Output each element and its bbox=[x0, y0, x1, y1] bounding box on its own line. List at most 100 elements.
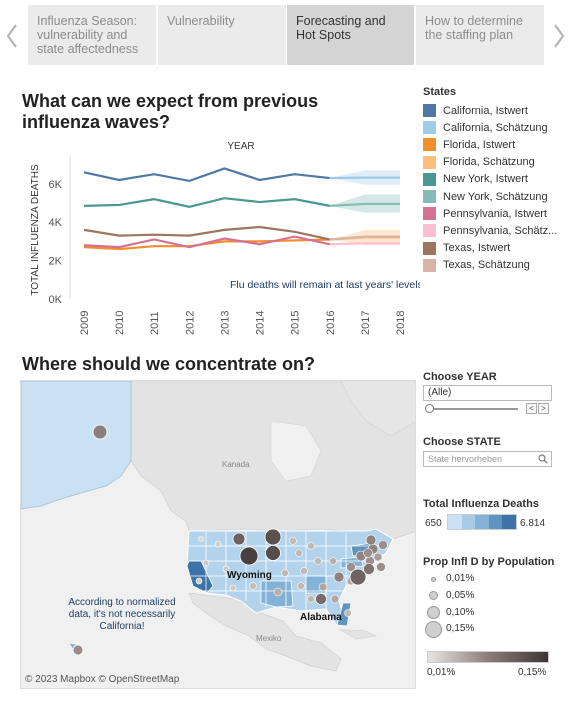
legend-swatch bbox=[423, 155, 436, 169]
story-tab-forecasting[interactable]: Forecasting and Hot Spots bbox=[287, 5, 414, 65]
usa-landmass[interactable] bbox=[186, 528, 394, 627]
bubble-delaware[interactable] bbox=[376, 562, 386, 572]
x-tick-label: 2012 bbox=[184, 311, 196, 335]
bubble-connecticut[interactable] bbox=[363, 548, 373, 558]
bubble-south-dakota[interactable] bbox=[265, 545, 281, 561]
series-line[interactable] bbox=[329, 235, 400, 241]
bubble-kentucky[interactable] bbox=[333, 571, 345, 583]
bubble-iowa[interactable] bbox=[295, 549, 303, 557]
bubble-maryland[interactable] bbox=[363, 563, 375, 575]
bubble-nevada[interactable] bbox=[202, 559, 210, 567]
state-search-input[interactable] bbox=[428, 453, 532, 465]
bubble-ohio[interactable] bbox=[329, 557, 337, 565]
bubble-florida[interactable] bbox=[344, 609, 352, 617]
x-tick-label: 2009 bbox=[79, 311, 91, 335]
chevron-left-icon[interactable] bbox=[4, 22, 20, 50]
legend-item[interactable]: California, Schätzung bbox=[423, 119, 573, 136]
year-prev-button[interactable]: < bbox=[526, 403, 537, 414]
legend-label: Texas, Istwert bbox=[443, 242, 511, 255]
bubble-oklahoma[interactable] bbox=[297, 582, 305, 590]
bubble-idaho[interactable] bbox=[214, 540, 222, 548]
story-tab-influenza-season[interactable]: Influenza Season: vulnerability and stat… bbox=[28, 5, 156, 65]
bubble-illinois[interactable] bbox=[314, 557, 322, 565]
story-tab-vulnerability[interactable]: Vulnerability bbox=[158, 5, 286, 65]
x-tick-label: 2010 bbox=[114, 311, 126, 335]
bubble-vermont[interactable] bbox=[365, 534, 377, 546]
bubble-west-virginia[interactable] bbox=[346, 562, 356, 572]
state-alaska[interactable] bbox=[21, 381, 132, 510]
bubble-california[interactable] bbox=[195, 577, 203, 585]
search-icon[interactable] bbox=[538, 454, 548, 464]
legend-item[interactable]: New York, Schätzung bbox=[423, 188, 573, 205]
map-canvas[interactable] bbox=[21, 381, 416, 689]
year-slider-track[interactable] bbox=[429, 408, 518, 410]
bubble-tennessee[interactable] bbox=[318, 582, 328, 592]
bubble-louisiana[interactable] bbox=[307, 595, 315, 603]
deaths-legend-max: 6.814 bbox=[520, 518, 546, 529]
legend-item[interactable]: California, Istwert bbox=[423, 102, 573, 119]
map-label-kanada: Kanada bbox=[222, 460, 250, 469]
bubble-hawaii[interactable] bbox=[72, 644, 84, 656]
bubble-arizona[interactable] bbox=[229, 584, 237, 592]
bubble-minnesota[interactable] bbox=[289, 537, 297, 545]
legend-swatch bbox=[423, 172, 436, 186]
bubble-texas[interactable] bbox=[273, 587, 283, 597]
bubble-missouri[interactable] bbox=[300, 567, 308, 575]
legend-label: Pennsylvania, Schätz... bbox=[443, 224, 558, 237]
legend-item[interactable]: New York, Istwert bbox=[423, 171, 573, 188]
bubble-virginia[interactable] bbox=[349, 568, 367, 586]
bubble-new-mexico[interactable] bbox=[249, 582, 257, 590]
series-line[interactable] bbox=[83, 235, 331, 249]
x-tick-label: 2013 bbox=[219, 311, 231, 335]
year-select[interactable]: (Alle) bbox=[423, 385, 552, 401]
legend-item[interactable]: Florida, Istwert bbox=[423, 136, 573, 153]
influenza-map[interactable]: Kanada Mexiko Wyoming Alabama According … bbox=[20, 380, 416, 689]
ramp-step bbox=[448, 515, 462, 529]
size-legend-circle bbox=[428, 591, 438, 601]
map-label-mexiko: Mexiko bbox=[256, 634, 282, 643]
bubble-kansas[interactable] bbox=[281, 569, 289, 577]
bubble-wyoming[interactable] bbox=[239, 546, 259, 566]
legend-item[interactable]: Pennsylvania, Schätz... bbox=[423, 222, 573, 239]
y-tick-label: 2K bbox=[49, 256, 63, 268]
story-tab-staffing-plan[interactable]: How to determine the staffing plan bbox=[416, 5, 544, 65]
deaths-legend-heading: Total Influenza Deaths bbox=[423, 498, 539, 510]
x-axis-header: YEAR bbox=[227, 141, 254, 152]
legend-item[interactable]: Pennsylvania, Istwert bbox=[423, 205, 573, 222]
state-search-box[interactable] bbox=[423, 451, 552, 467]
bubble-alaska[interactable] bbox=[92, 424, 108, 440]
bubble-montana[interactable] bbox=[232, 532, 246, 546]
state-borders bbox=[189, 531, 381, 611]
y-tick-label: 4K bbox=[49, 217, 63, 229]
legend-swatch bbox=[423, 241, 436, 255]
bubble-north-dakota[interactable] bbox=[264, 528, 282, 546]
ramp-step bbox=[475, 515, 489, 529]
bubble-massachusetts[interactable] bbox=[378, 540, 388, 550]
deaths-legend-min: 650 bbox=[425, 518, 442, 529]
bubble-washington[interactable] bbox=[198, 536, 204, 542]
year-slider-handle[interactable] bbox=[425, 404, 434, 413]
chevron-right-icon[interactable] bbox=[551, 22, 567, 50]
size-legend-circle bbox=[430, 576, 436, 582]
legend-swatch bbox=[423, 207, 436, 221]
bubble-wisconsin[interactable] bbox=[307, 542, 315, 550]
bubble-alabama[interactable] bbox=[315, 593, 327, 605]
year-next-button[interactable]: > bbox=[538, 403, 549, 414]
bubble-utah[interactable] bbox=[222, 565, 230, 573]
states-legend: California, Istwert California, Schätzung… bbox=[423, 102, 573, 274]
legend-item[interactable]: Texas, Istwert bbox=[423, 240, 573, 257]
legend-item[interactable]: Florida, Schätzung bbox=[423, 154, 573, 171]
series-line[interactable] bbox=[329, 202, 400, 207]
bubble-layer[interactable] bbox=[72, 424, 388, 656]
series-line[interactable] bbox=[83, 167, 330, 183]
greenland-landmass bbox=[340, 381, 415, 437]
series-line[interactable] bbox=[329, 242, 400, 246]
bubble-rhode-island[interactable] bbox=[373, 552, 383, 562]
legend-swatch bbox=[423, 258, 436, 272]
bubble-georgia[interactable] bbox=[330, 594, 340, 604]
legend-item[interactable]: Texas, Schätzung bbox=[423, 257, 573, 274]
series-line[interactable] bbox=[83, 225, 331, 241]
map-attribution[interactable]: © 2023 Mapbox © OpenStreetMap bbox=[25, 674, 180, 685]
state-florida[interactable] bbox=[336, 602, 352, 627]
series-line[interactable] bbox=[83, 197, 330, 208]
